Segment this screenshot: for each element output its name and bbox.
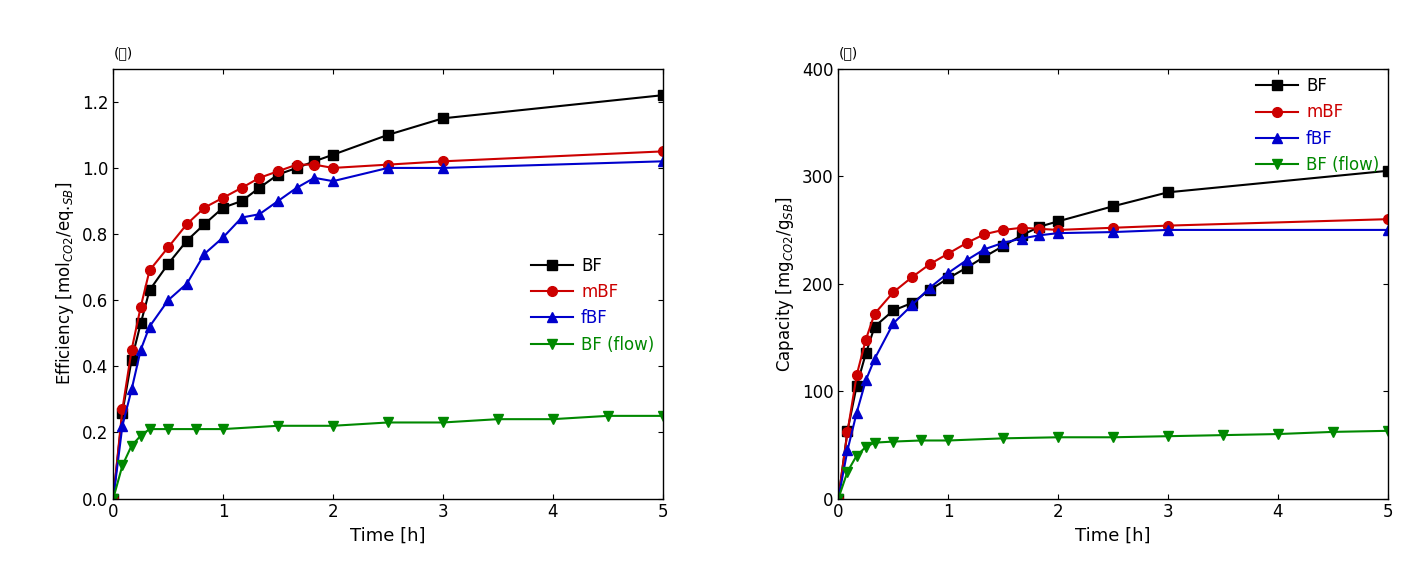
X-axis label: Time [h]: Time [h]	[1075, 527, 1151, 545]
X-axis label: Time [h]: Time [h]	[350, 527, 426, 545]
Text: (나): (나)	[838, 46, 858, 61]
Y-axis label: Capacity [mg$_{CO2}$/g$_{SB}$]: Capacity [mg$_{CO2}$/g$_{SB}$]	[775, 196, 796, 371]
Text: (가): (가)	[113, 46, 133, 61]
Y-axis label: Efficiency [mol$_{CO2}$/eq.$_{SB}$]: Efficiency [mol$_{CO2}$/eq.$_{SB}$]	[54, 182, 76, 385]
Legend: BF, mBF, fBF, BF (flow): BF, mBF, fBF, BF (flow)	[1256, 77, 1379, 174]
Legend: BF, mBF, fBF, BF (flow): BF, mBF, fBF, BF (flow)	[531, 257, 654, 354]
